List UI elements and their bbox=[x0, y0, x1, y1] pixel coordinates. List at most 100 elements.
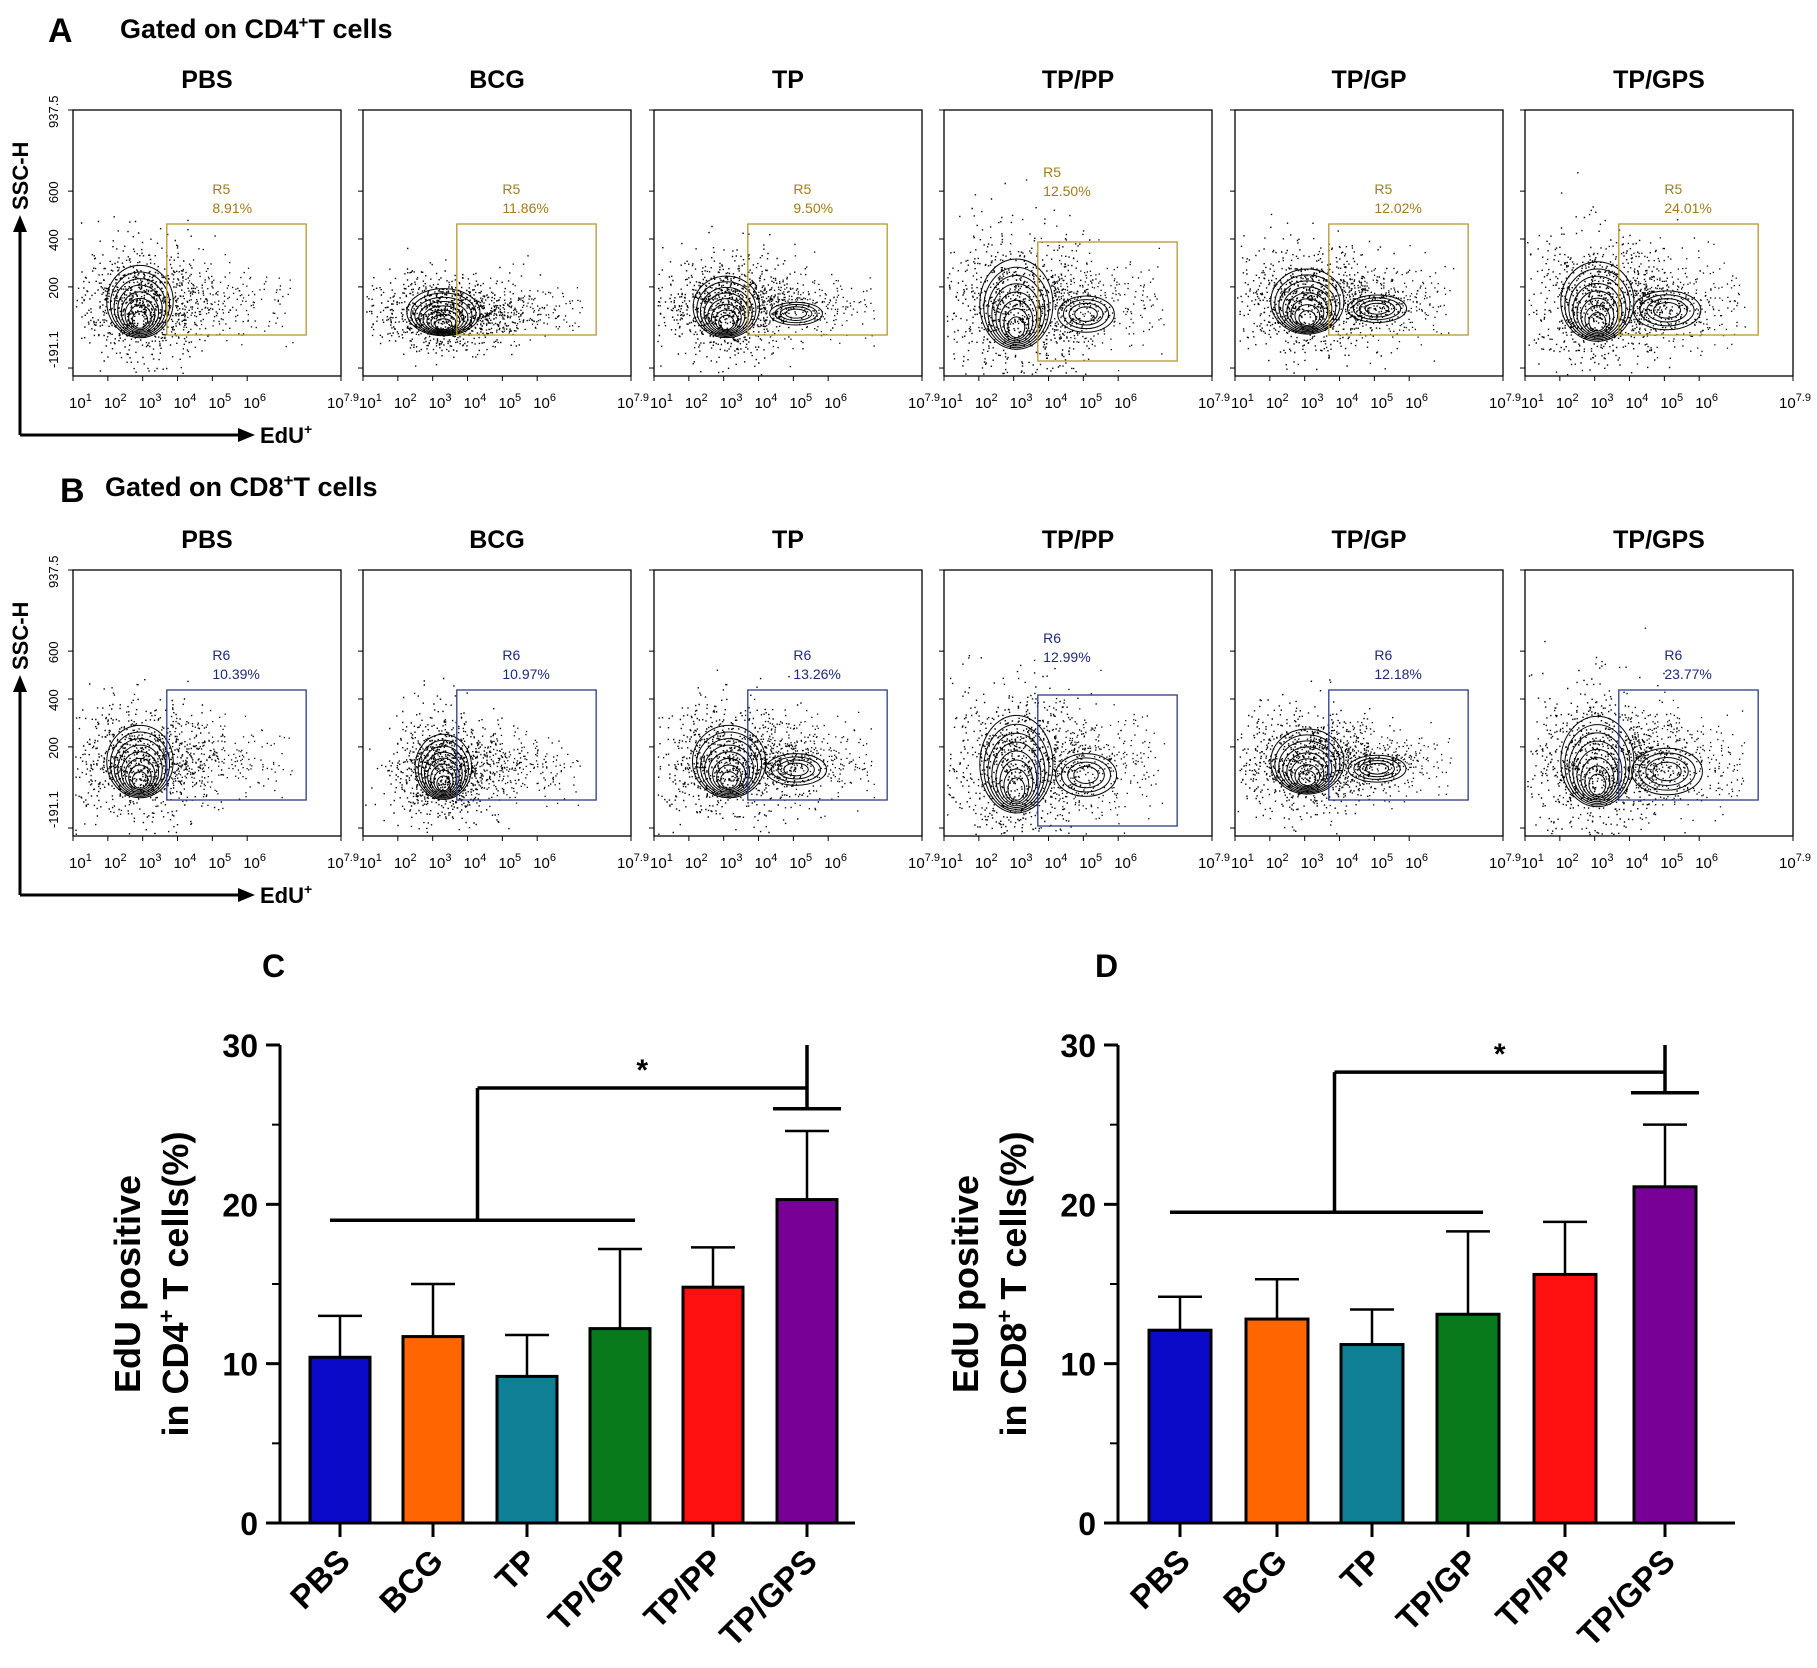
y-tick-label: 937.5 bbox=[46, 555, 61, 588]
x-tick-exp: 1 bbox=[376, 392, 382, 404]
contour-line bbox=[699, 286, 753, 336]
x-tick-exp: 6 bbox=[550, 392, 556, 404]
y-axis-label-prefix: in CD8 bbox=[993, 1322, 1034, 1436]
contour-line bbox=[1364, 762, 1390, 775]
contour-line bbox=[430, 313, 457, 331]
x-axis-label-sup: + bbox=[304, 421, 312, 437]
x-tick-exp: 7.9 bbox=[1796, 392, 1811, 404]
x-tick-label: TP/GP bbox=[541, 1542, 637, 1638]
x-tick-label: 105 bbox=[1660, 852, 1683, 872]
contour-line bbox=[417, 739, 470, 799]
contour-line bbox=[764, 753, 828, 786]
x-tick-exp: 6 bbox=[1422, 852, 1428, 864]
x-tick-label: 103 bbox=[429, 852, 452, 872]
x-tick-exp: 7.9 bbox=[1215, 852, 1230, 864]
x-tick-exp: 6 bbox=[260, 392, 266, 404]
contour-line bbox=[1580, 757, 1615, 799]
x-tick-exp: 7.9 bbox=[925, 392, 940, 404]
gate-percent: 9.50% bbox=[793, 200, 833, 216]
x-tick-label: 105 bbox=[789, 392, 812, 412]
gate-name: R6 bbox=[1374, 647, 1392, 663]
x-tick-base: 10 bbox=[789, 855, 806, 872]
flow-plot-frame bbox=[943, 109, 1213, 377]
x-tick-label: 106 bbox=[1114, 852, 1137, 872]
contour-line bbox=[1358, 299, 1396, 318]
x-tick-exp: 7.9 bbox=[1215, 392, 1230, 404]
x-tick-exp: 5 bbox=[225, 852, 231, 864]
x-tick-base: 10 bbox=[908, 395, 925, 412]
x-tick-label: 105 bbox=[1079, 852, 1102, 872]
x-tick-exp: 1 bbox=[957, 392, 963, 404]
x-tick-label: 104 bbox=[464, 852, 487, 872]
flow-plot-title: TP/GPS bbox=[1613, 66, 1705, 94]
x-tick-base: 10 bbox=[1010, 855, 1027, 872]
y-axis-label-line2: in CD4+ T cells(%) bbox=[154, 1132, 196, 1437]
contour-line bbox=[708, 751, 751, 793]
x-tick-exp: 1 bbox=[1538, 852, 1544, 864]
contour-line bbox=[1290, 758, 1325, 789]
gate-rectangle bbox=[456, 689, 597, 801]
gate-name: R5 bbox=[502, 181, 520, 197]
contour-line bbox=[774, 304, 818, 324]
x-tick-exp: 4 bbox=[1642, 392, 1648, 404]
x-tick-label: TP/PP bbox=[1488, 1542, 1582, 1636]
flow-scatter-dots bbox=[1237, 213, 1455, 374]
contour-line bbox=[1294, 764, 1321, 788]
x-tick-exp: 6 bbox=[1422, 392, 1428, 404]
x-tick-base: 10 bbox=[720, 395, 737, 412]
contour-line bbox=[1353, 757, 1401, 780]
x-tick-base: 10 bbox=[940, 855, 957, 872]
flow-dot-cloud bbox=[365, 677, 581, 833]
y-tick-label: 20 bbox=[222, 1187, 258, 1223]
flow-scatter-dots bbox=[657, 669, 875, 835]
x-tick-exp: 3 bbox=[1607, 392, 1613, 404]
x-tick-exp: 3 bbox=[155, 852, 161, 864]
x-tick-exp: 6 bbox=[260, 852, 266, 864]
contour-line bbox=[696, 281, 757, 337]
bar-pbs bbox=[308, 1355, 372, 1525]
x-tick-base: 10 bbox=[755, 855, 772, 872]
x-tick-exp: 1 bbox=[86, 852, 92, 864]
x-tick-exp: 2 bbox=[411, 392, 417, 404]
flow-plot-title: PBS bbox=[181, 526, 232, 554]
flow-plot-title: BCG bbox=[469, 526, 525, 554]
x-tick-label: 101 bbox=[650, 392, 673, 412]
x-tick-label: 106 bbox=[1695, 392, 1718, 412]
contour-line bbox=[1298, 770, 1317, 787]
contour-line bbox=[1278, 740, 1337, 793]
x-tick-base: 10 bbox=[1591, 395, 1608, 412]
x-tick-base: 10 bbox=[359, 395, 376, 412]
x-tick-label: 104 bbox=[174, 852, 197, 872]
contour-line bbox=[423, 751, 463, 797]
flow-axes-arrows: SSC-H EdU+ bbox=[8, 602, 312, 908]
x-tick-base: 10 bbox=[327, 855, 344, 872]
contour-line bbox=[1286, 292, 1329, 330]
contour-line bbox=[109, 271, 171, 337]
bar-tp bbox=[495, 1374, 559, 1525]
x-tick-exp: 5 bbox=[1387, 852, 1393, 864]
x-tick-label: 106 bbox=[243, 852, 266, 872]
x-tick-exp: 2 bbox=[702, 392, 708, 404]
flow-scatter-dots bbox=[1527, 172, 1746, 376]
x-tick-label: 106 bbox=[1405, 392, 1428, 412]
x-tick-label: 107.9 bbox=[327, 852, 359, 872]
contour-line bbox=[430, 763, 457, 794]
x-tick-label: 102 bbox=[394, 852, 417, 872]
x-tick-label: 104 bbox=[1626, 852, 1649, 872]
flow-scatter-dots bbox=[365, 677, 581, 833]
contour-line bbox=[1062, 299, 1110, 330]
x-tick-exp: 6 bbox=[1131, 392, 1137, 404]
x-tick-label: 103 bbox=[429, 392, 452, 412]
flow-plot-title: TP/PP bbox=[1042, 66, 1114, 94]
x-tick-label: 103 bbox=[1591, 852, 1614, 872]
gate-name: R6 bbox=[793, 647, 811, 663]
x-tick-base: 10 bbox=[1695, 395, 1712, 412]
x-tick-exp: 1 bbox=[1248, 852, 1254, 864]
contour-line bbox=[1347, 754, 1407, 783]
x-tick-exp: 6 bbox=[1131, 852, 1137, 864]
contour-line bbox=[1653, 302, 1682, 319]
